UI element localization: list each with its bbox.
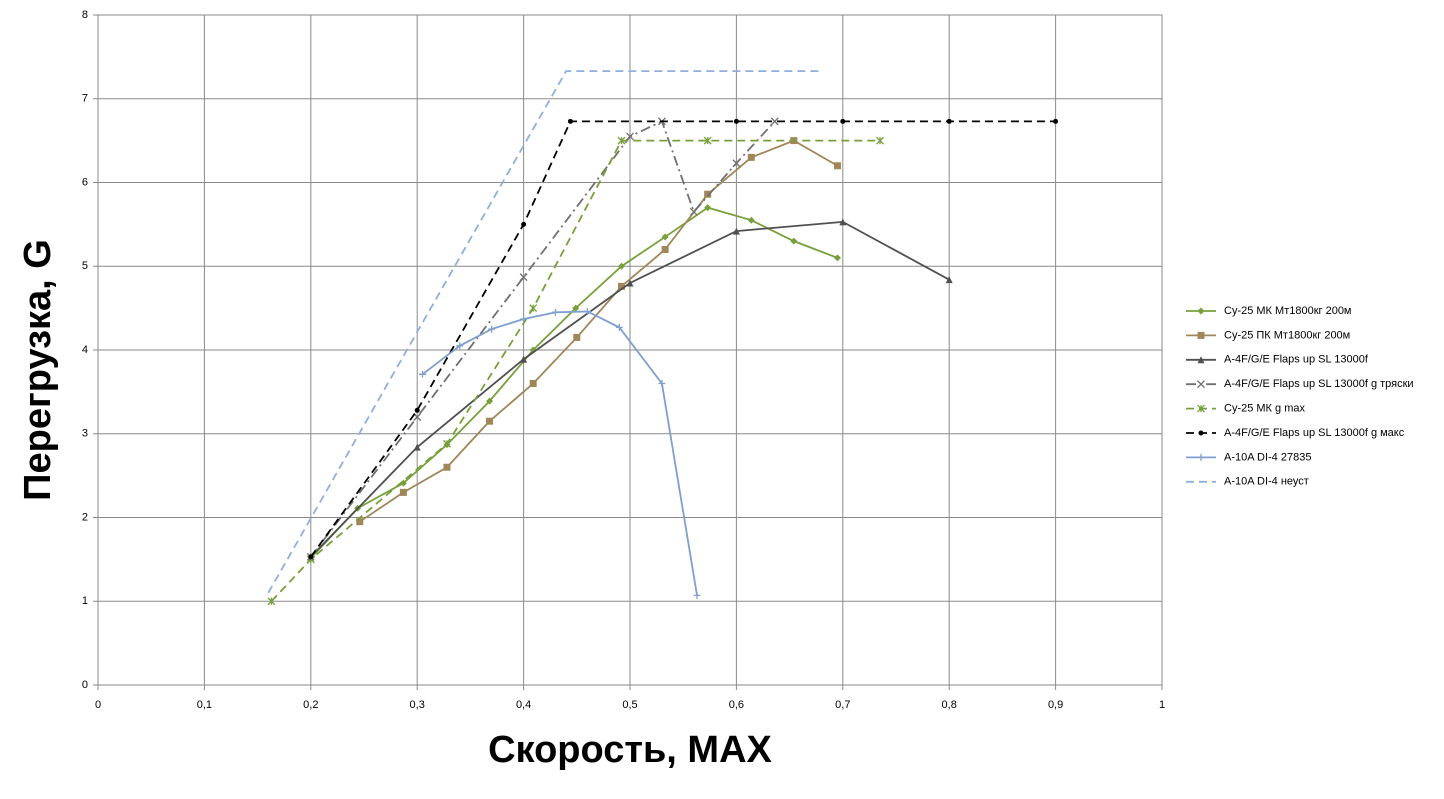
marker	[443, 439, 451, 448]
y-axis-title: Перегрузка, G	[17, 239, 59, 501]
y-tick-label: 3	[82, 428, 88, 440]
marker	[1053, 118, 1059, 124]
marker	[945, 276, 953, 284]
marker	[520, 355, 528, 363]
marker	[520, 315, 528, 323]
marker	[732, 159, 741, 168]
legend-label: Су-25 МК g max	[1224, 403, 1305, 415]
marker	[529, 304, 538, 313]
marker	[747, 153, 755, 161]
legend-label: A-10A DI-4 27835	[1224, 451, 1311, 463]
y-tick-label: 2	[82, 511, 88, 523]
marker	[567, 118, 573, 124]
x-tick-label: 0,7	[835, 699, 850, 711]
marker	[615, 323, 623, 331]
marker	[617, 136, 626, 145]
marker	[658, 380, 666, 387]
marker	[1198, 430, 1204, 436]
x-tick-label: 0,1	[197, 699, 212, 711]
marker	[661, 246, 669, 253]
marker	[552, 308, 560, 316]
plot-border	[97, 14, 1163, 686]
x-tick-label: 0,2	[303, 699, 318, 711]
marker	[732, 227, 740, 235]
legend-label: Су-25 МК Мт1800кг 200м	[1224, 305, 1352, 317]
marker	[617, 282, 625, 290]
marker	[833, 254, 841, 262]
marker	[1197, 380, 1205, 389]
marker	[704, 204, 712, 212]
x-tick-label: 0,8	[942, 699, 957, 711]
marker	[413, 443, 421, 451]
x-tick-label: 0	[95, 699, 101, 711]
x-tick-label: 0,9	[1048, 699, 1063, 711]
x-axis-title: Скорость, MAX	[488, 729, 772, 771]
marker	[419, 370, 427, 378]
series-line	[359, 139, 838, 523]
x-tick-label: 0,6	[729, 699, 744, 711]
legend-label: A-4F/G/E Flaps up SL 13000f	[1224, 354, 1369, 366]
marker	[1197, 453, 1205, 461]
y-tick-label: 1	[82, 595, 88, 607]
marker	[519, 273, 528, 282]
marker	[399, 479, 407, 487]
series-line	[267, 70, 822, 594]
marker	[626, 132, 634, 141]
marker	[486, 397, 494, 405]
marker	[839, 218, 847, 226]
marker	[573, 333, 581, 341]
marker	[572, 304, 580, 312]
legend-label: A-4F/G/E Flaps up SL 13000f g тряски	[1224, 378, 1414, 390]
marker	[1197, 404, 1205, 413]
marker	[626, 279, 634, 287]
x-tick-label: 0,5	[622, 699, 637, 711]
marker	[833, 162, 841, 170]
marker	[946, 118, 952, 124]
marker	[876, 136, 884, 145]
marker	[733, 118, 739, 124]
marker	[456, 342, 464, 350]
legend-label: A-10A DI-4 неуст	[1224, 476, 1309, 488]
marker	[488, 325, 496, 333]
legend-label: A-4F/G/E Flaps up SL 13000f g макс	[1224, 427, 1405, 439]
marker	[1197, 356, 1205, 364]
series-line	[310, 120, 1056, 558]
marker	[770, 117, 779, 126]
y-tick-label: 7	[82, 93, 88, 105]
marker	[1197, 331, 1205, 339]
marker	[414, 407, 420, 413]
y-tick-label: 5	[82, 260, 88, 272]
series-line	[310, 120, 776, 558]
marker	[840, 118, 846, 124]
marker	[704, 190, 712, 198]
legend-label: Су-25 ПК Мт1800кг 200м	[1224, 329, 1350, 341]
y-tick-label: 0	[82, 679, 88, 691]
marker	[308, 554, 314, 560]
marker	[747, 216, 755, 224]
y-tick-label: 6	[82, 176, 88, 188]
y-tick-label: 4	[82, 344, 88, 356]
marker	[693, 591, 701, 599]
marker	[1197, 307, 1205, 315]
marker	[661, 233, 669, 241]
marker	[583, 307, 591, 315]
marker	[356, 518, 364, 526]
marker	[529, 380, 537, 387]
x-tick-label: 0,4	[516, 699, 531, 711]
x-tick-label: 1	[1159, 699, 1165, 711]
marker	[521, 221, 527, 227]
y-tick-label: 8	[82, 9, 88, 21]
x-tick-label: 0,3	[410, 699, 425, 711]
marker	[790, 237, 798, 245]
marker	[443, 463, 451, 471]
marker	[617, 262, 625, 270]
marker	[399, 488, 407, 496]
marker	[703, 136, 712, 145]
marker	[486, 417, 494, 425]
marker	[689, 207, 698, 216]
marker	[267, 597, 276, 606]
